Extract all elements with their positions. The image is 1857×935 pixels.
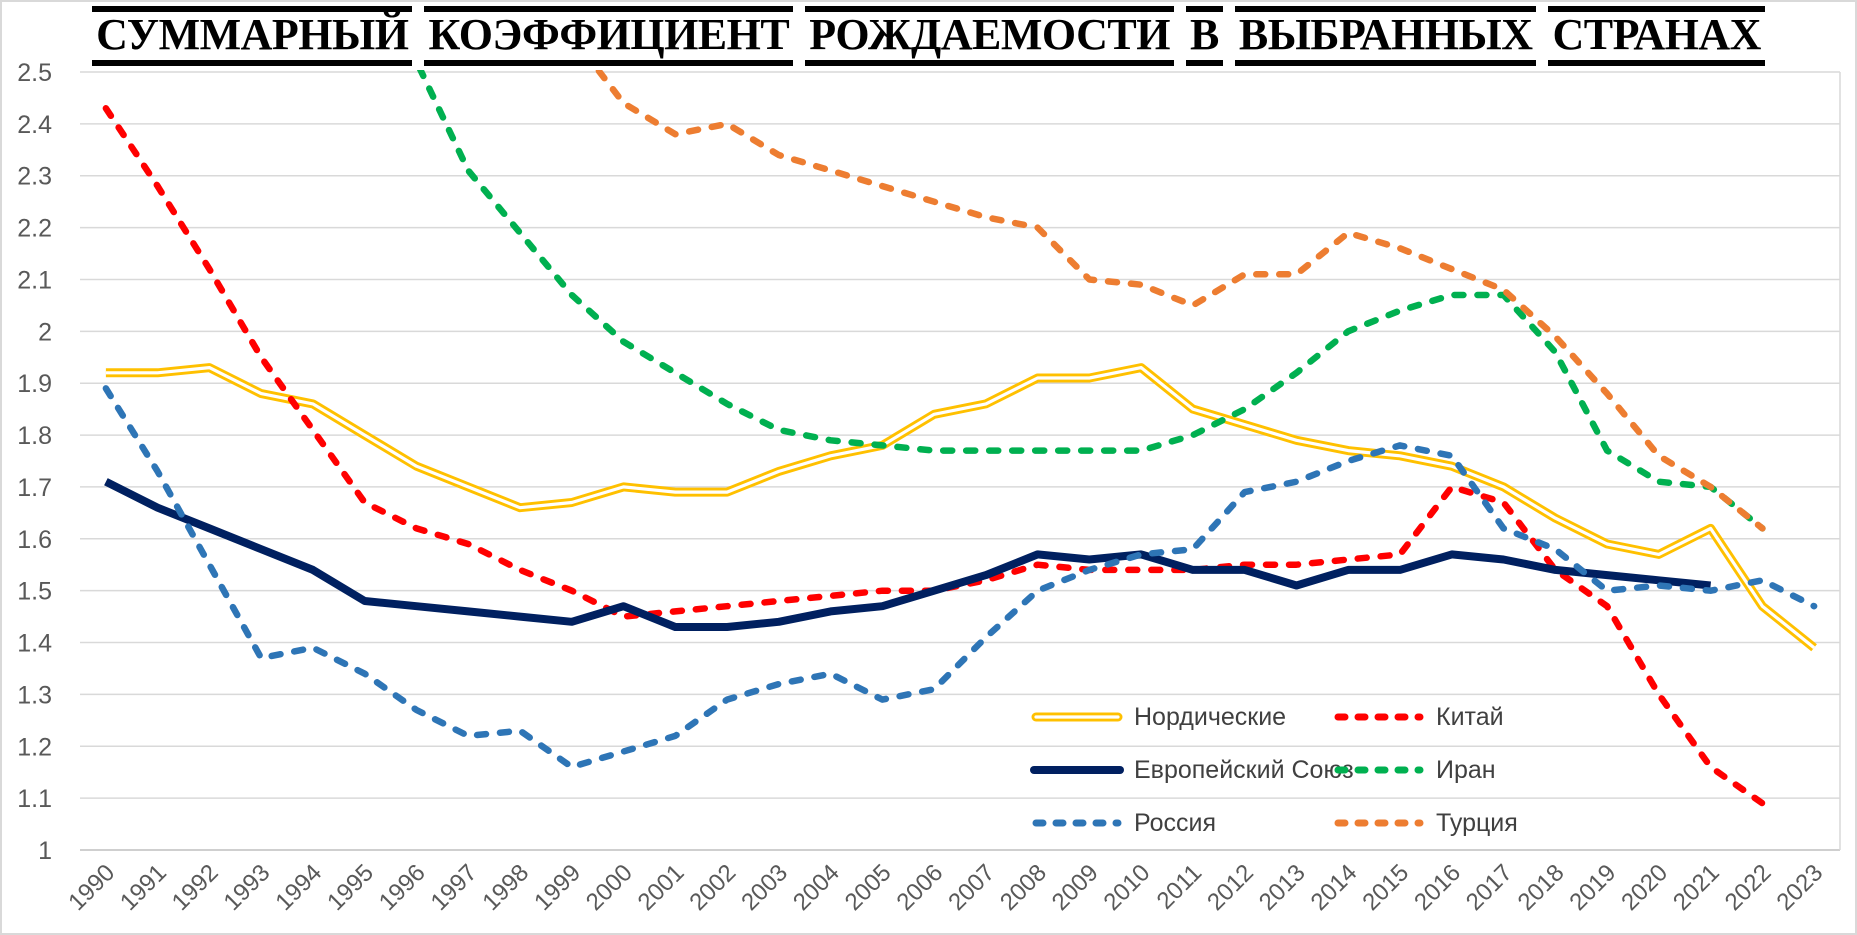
svg-text:2001: 2001 [633,859,690,916]
series-line-china [102,105,1766,807]
svg-text:2003: 2003 [736,859,793,916]
svg-text:1.4: 1.4 [17,630,52,658]
svg-text:2018: 2018 [1513,859,1570,916]
svg-text:2004: 2004 [788,859,845,916]
svg-text:2016: 2016 [1409,859,1466,916]
series-line-russia [102,385,1818,771]
svg-text:1.5: 1.5 [17,578,52,606]
series-line-eu [104,478,1711,631]
svg-text:2006: 2006 [892,859,949,916]
svg-text:1991: 1991 [115,859,172,916]
svg-text:1.1: 1.1 [17,785,52,813]
svg-text:2: 2 [38,318,52,346]
svg-text:2012: 2012 [1202,859,1259,916]
svg-text:1.3: 1.3 [17,681,52,709]
svg-text:1.2: 1.2 [17,733,52,761]
svg-text:2.4: 2.4 [17,111,52,139]
svg-text:2008: 2008 [995,859,1052,916]
gridlines [80,71,1841,851]
svg-text:1: 1 [38,837,52,865]
title-word: ВЫБРАННЫХ [1234,6,1537,67]
svg-text:2013: 2013 [1254,859,1311,916]
svg-text:2010: 2010 [1099,859,1156,916]
svg-text:1996: 1996 [374,859,431,916]
svg-text:1990: 1990 [63,859,120,916]
svg-text:2015: 2015 [1357,859,1414,916]
svg-text:1.9: 1.9 [17,370,52,398]
svg-text:2007: 2007 [943,859,1000,916]
svg-text:1994: 1994 [270,859,327,916]
series-line-nordic [105,363,1817,652]
svg-text:1999: 1999 [529,859,586,916]
svg-text:2009: 2009 [1047,859,1104,916]
svg-text:1997: 1997 [426,859,483,916]
svg-text:2020: 2020 [1616,859,1673,916]
svg-text:2011: 2011 [1152,859,1208,915]
y-axis-labels: 1 1.1 1.2 1.3 1.4 1.5 1.6 1.7 1.8 1.9 2 2.1 2.2 2.3 2.… [17,59,52,865]
svg-text:2014: 2014 [1306,859,1363,916]
svg-text:2005: 2005 [840,859,897,916]
svg-text:2000: 2000 [581,859,638,916]
svg-text:1.8: 1.8 [17,422,52,450]
svg-text:1998: 1998 [477,859,534,916]
svg-text:2019: 2019 [1564,859,1621,916]
svg-text:2021: 2021 [1668,859,1725,916]
series-line-turkey [594,70,1766,532]
svg-text:2.2: 2.2 [17,215,52,243]
title-word: СУММАРНЫЙ [92,6,413,67]
svg-text:1.7: 1.7 [17,474,52,502]
svg-text:2022: 2022 [1720,859,1777,916]
title-word: В [1186,6,1223,67]
title-word: КОЭФФИЦИЕНТ [424,6,794,67]
title-word: РОЖДАЕМОСТИ [805,6,1175,67]
svg-text:2.5: 2.5 [17,59,52,87]
series-line-iran [416,70,1766,532]
chart-title: СУММАРНЫЙ КОЭФФИЦИЕНТ РОЖДАЕМОСТИ В ВЫБРАННЫ… [2,6,1855,67]
svg-text:1995: 1995 [322,859,379,916]
svg-text:2.1: 2.1 [17,266,52,294]
svg-text:1993: 1993 [219,859,276,916]
svg-text:1.6: 1.6 [17,526,52,554]
x-axis-labels: 1990199119921993199419951996199719981999… [63,859,1828,916]
title-word: СТРАНАХ [1548,6,1765,67]
svg-text:2.3: 2.3 [17,163,52,191]
svg-text:2023: 2023 [1772,859,1829,916]
svg-text:2002: 2002 [684,859,741,916]
svg-text:1992: 1992 [167,859,224,916]
svg-text:2017: 2017 [1461,859,1518,916]
